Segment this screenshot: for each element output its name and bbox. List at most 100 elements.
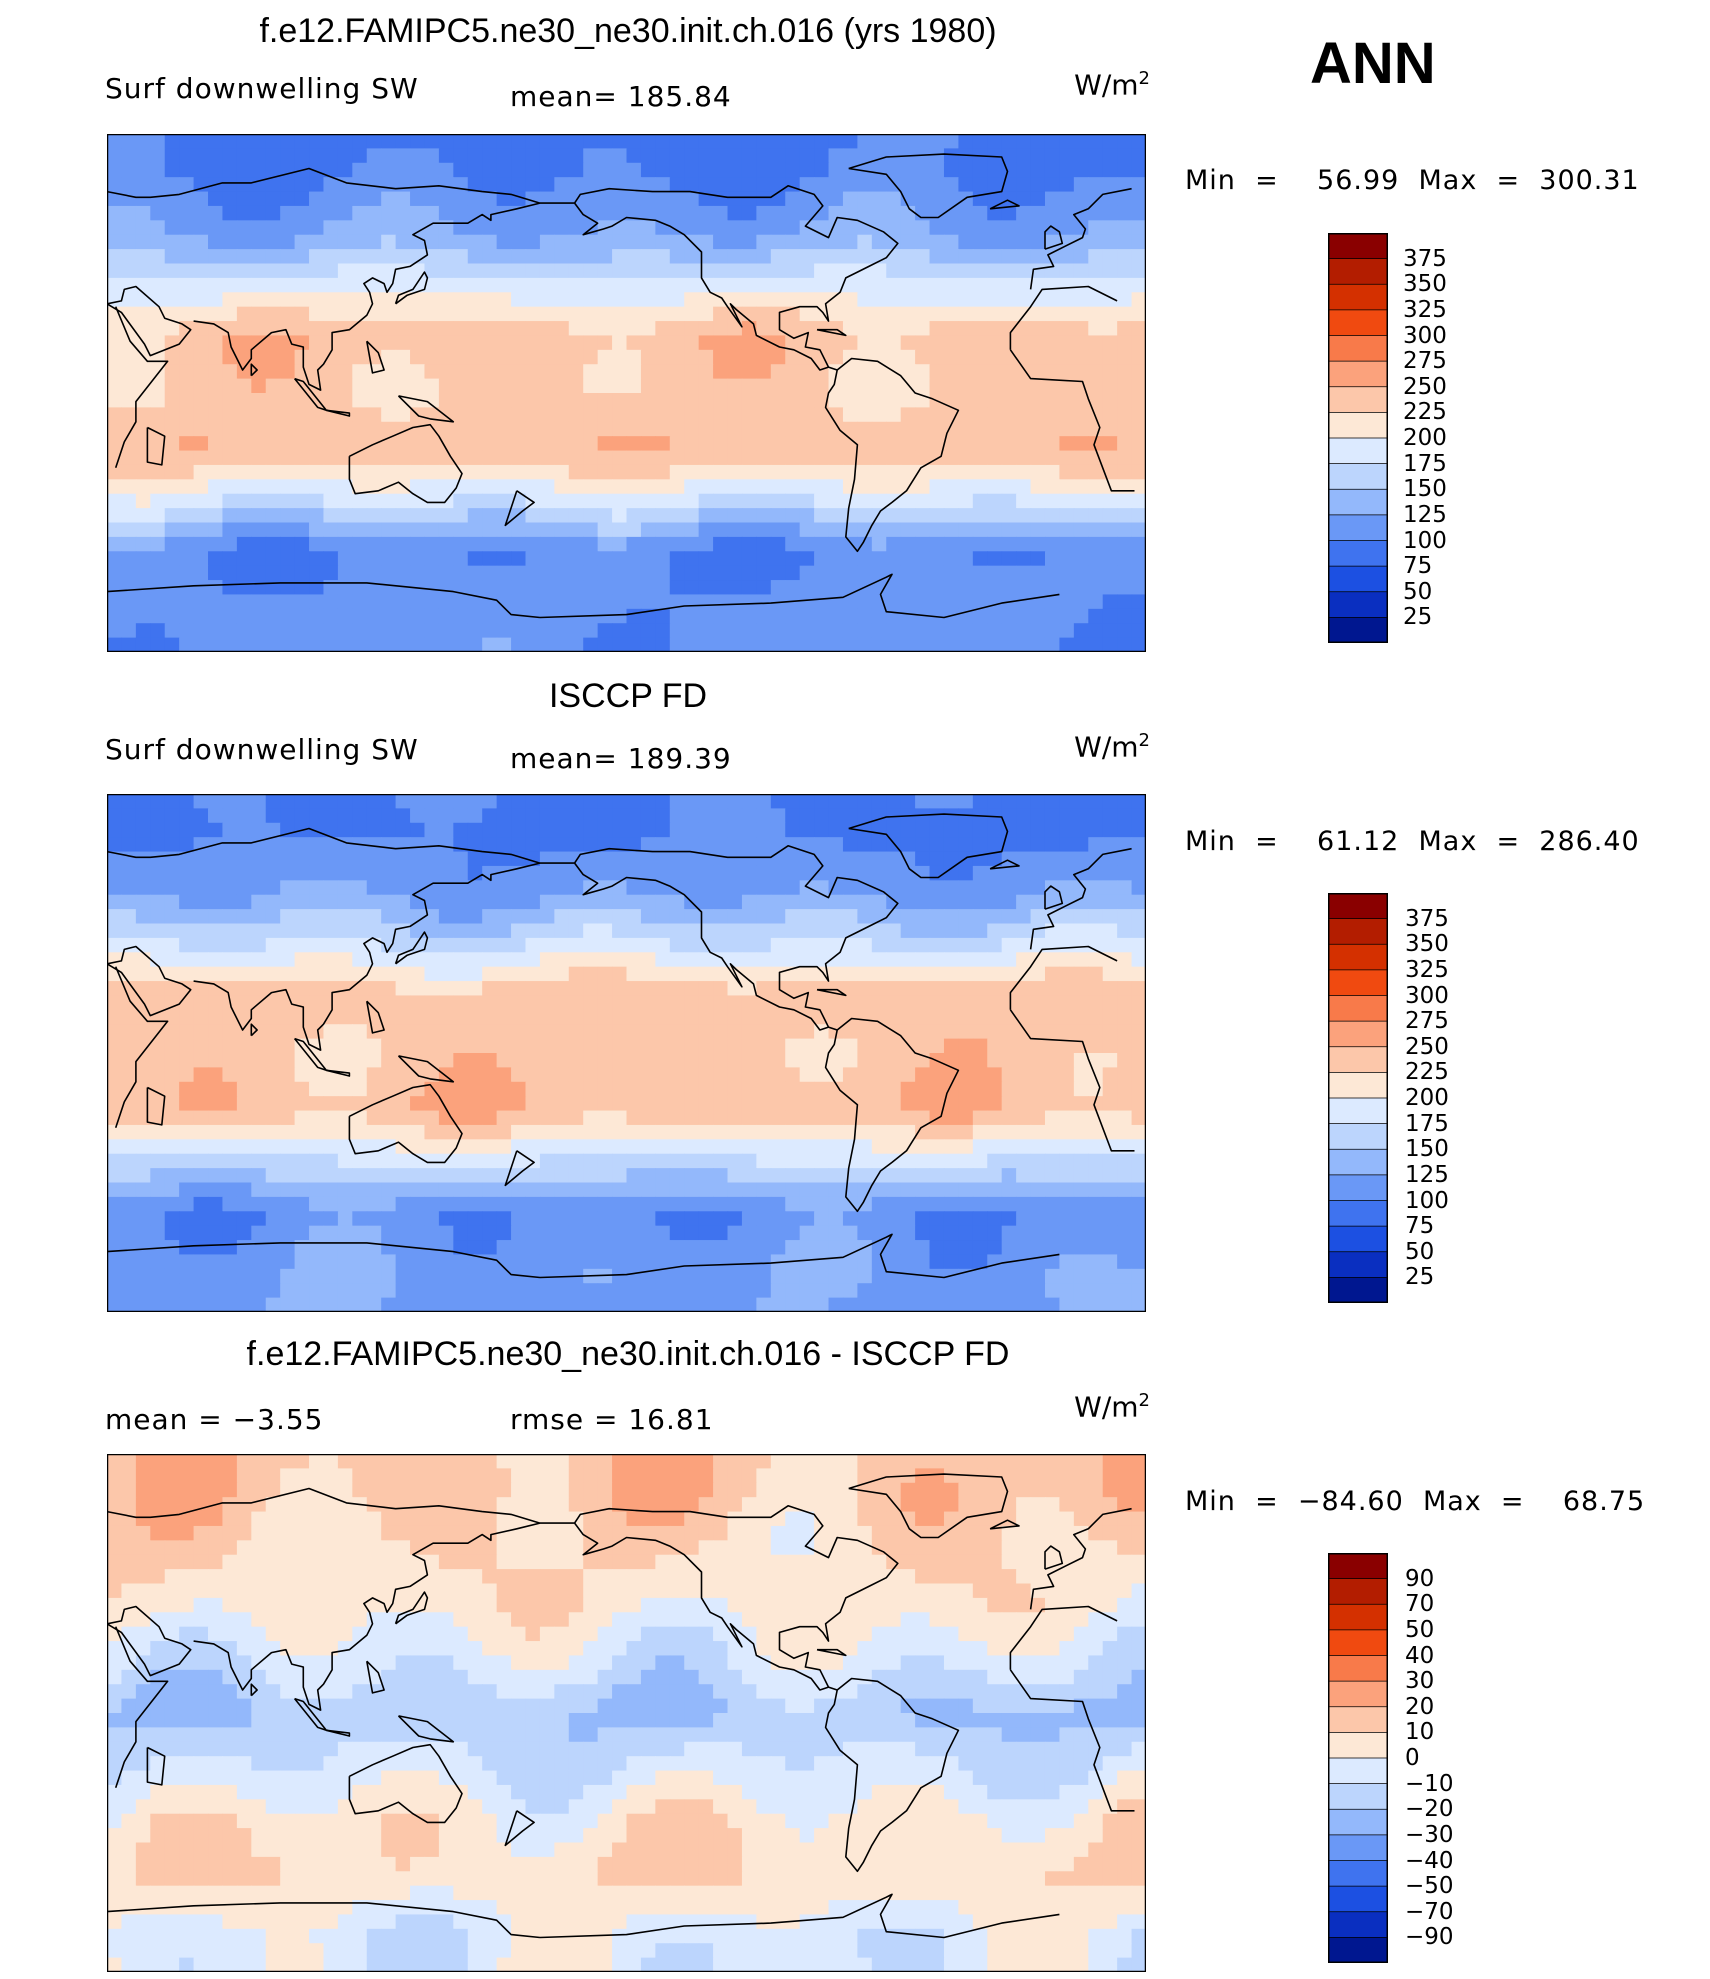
field-cell xyxy=(828,349,844,365)
field-cell xyxy=(987,995,1003,1011)
field-cell xyxy=(842,1110,858,1126)
field-cell xyxy=(1117,794,1133,809)
field-cell xyxy=(958,450,974,466)
field-cell xyxy=(583,551,599,567)
field-cell xyxy=(539,292,555,308)
field-cell xyxy=(886,995,902,1011)
field-cell xyxy=(208,637,224,652)
field-cell xyxy=(669,822,685,838)
field-cell xyxy=(208,580,224,596)
field-cell xyxy=(900,794,916,809)
field-cell xyxy=(1073,148,1089,164)
field-cell xyxy=(785,292,801,308)
field-cell xyxy=(525,880,541,896)
field-cell xyxy=(107,407,123,423)
field-cell xyxy=(554,851,570,867)
field-cell xyxy=(107,1211,123,1227)
field-cell xyxy=(1044,1139,1061,1155)
field-cell xyxy=(395,1211,411,1227)
field-cell xyxy=(814,1053,830,1068)
field-cell xyxy=(1131,981,1146,997)
field-cell xyxy=(511,608,527,624)
field-cell xyxy=(1117,1211,1133,1227)
field-cell xyxy=(511,594,527,610)
field-cell xyxy=(1001,234,1017,250)
field-cell xyxy=(640,966,656,982)
field-cell xyxy=(1044,407,1061,423)
field-cell xyxy=(511,880,527,896)
field-cell xyxy=(554,277,570,293)
field-cell xyxy=(583,580,599,596)
field-cell xyxy=(135,594,151,610)
field-cell xyxy=(467,162,483,178)
field-cell xyxy=(972,909,988,925)
field-cell xyxy=(309,1053,325,1068)
field-cell xyxy=(669,1196,685,1212)
field-cell xyxy=(410,1053,426,1068)
field-cell xyxy=(395,880,411,896)
field-cell xyxy=(915,349,931,365)
field-cell xyxy=(929,623,945,639)
field-cell xyxy=(1030,493,1046,509)
field-cell xyxy=(294,608,310,624)
field-cell xyxy=(943,349,959,365)
field-cell xyxy=(525,952,541,968)
field-cell xyxy=(236,177,252,193)
field-cell xyxy=(236,148,252,164)
field-cell xyxy=(655,937,671,953)
field-cell xyxy=(554,1225,570,1241)
field-cell xyxy=(323,608,339,624)
field-cell xyxy=(828,1009,844,1025)
field-cell xyxy=(1102,623,1118,639)
field-cell xyxy=(655,263,671,279)
field-cell xyxy=(741,234,757,250)
field-cell xyxy=(900,162,916,178)
field-cell xyxy=(251,822,267,838)
field-cell xyxy=(554,1096,570,1112)
field-cell xyxy=(208,623,224,639)
field-cell xyxy=(121,191,137,207)
field-cell xyxy=(135,851,151,867)
field-cell xyxy=(1088,1139,1104,1155)
field-cell xyxy=(135,1038,151,1054)
field-cell xyxy=(713,277,729,293)
field-cell xyxy=(438,981,454,997)
field-cell xyxy=(482,421,498,437)
field-cell xyxy=(251,623,267,639)
field-cell xyxy=(352,1067,368,1083)
field-cell xyxy=(1088,923,1104,939)
field-cell xyxy=(525,1124,541,1140)
field-cell xyxy=(828,292,844,308)
field-cell xyxy=(1131,851,1146,867)
field-cell xyxy=(886,894,902,910)
field-cell xyxy=(655,981,671,997)
field-cell xyxy=(525,263,541,279)
field-cell xyxy=(352,1024,368,1040)
field-cell xyxy=(352,952,368,968)
field-cell xyxy=(655,966,671,982)
field-cell xyxy=(684,162,700,178)
field-cell xyxy=(179,205,195,221)
field-cell xyxy=(915,580,931,596)
field-cell xyxy=(828,134,844,149)
field-cell xyxy=(814,1038,830,1054)
field-cell xyxy=(438,851,454,867)
field-cell xyxy=(1117,479,1133,495)
field-cell xyxy=(1117,522,1133,538)
field-cell xyxy=(770,393,786,408)
field-cell xyxy=(886,594,902,610)
field-cell xyxy=(1016,1009,1032,1025)
field-cell xyxy=(1102,493,1118,509)
field-cell xyxy=(280,536,296,552)
field-cell xyxy=(294,393,310,408)
field-cell xyxy=(525,464,541,480)
field-cell xyxy=(915,608,931,624)
field-cell xyxy=(294,1067,310,1083)
field-cell xyxy=(958,937,974,953)
field-cell xyxy=(265,865,281,881)
field-cell xyxy=(251,1225,267,1241)
field-cell xyxy=(482,1009,498,1025)
field-cell xyxy=(987,378,1003,394)
field-cell xyxy=(568,234,584,250)
field-cell xyxy=(785,464,801,480)
